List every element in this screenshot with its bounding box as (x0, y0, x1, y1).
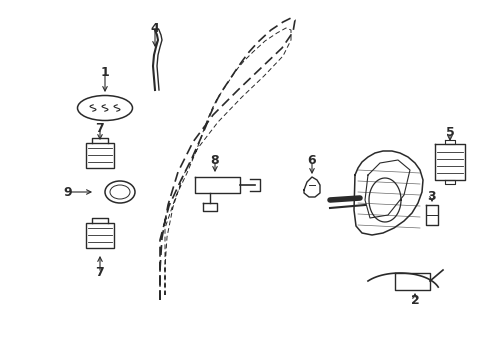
Text: 7: 7 (96, 122, 104, 135)
Text: 7: 7 (96, 266, 104, 279)
Text: 4: 4 (150, 22, 159, 35)
Text: 1: 1 (101, 66, 109, 78)
Text: 3: 3 (427, 189, 435, 202)
Text: 6: 6 (307, 154, 316, 167)
Text: 8: 8 (210, 153, 219, 166)
Text: 2: 2 (410, 293, 419, 306)
Text: 9: 9 (63, 185, 72, 198)
Text: 5: 5 (445, 126, 453, 139)
